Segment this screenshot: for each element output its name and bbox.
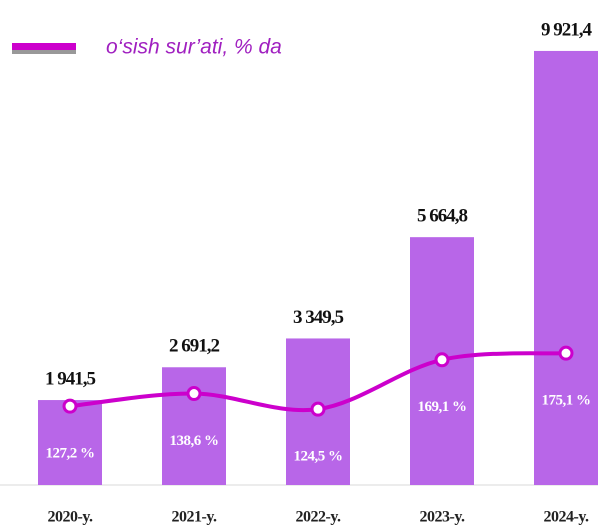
bar (162, 367, 226, 485)
bar-value-label: 3 349,5 (293, 307, 344, 328)
line-value-label: 138,6 % (170, 433, 219, 449)
line-value-label: 169,1 % (418, 399, 467, 415)
x-tick-label: 2024-y. (544, 509, 589, 526)
line-point (434, 352, 450, 368)
x-tick-label: 2023-y. (420, 509, 465, 526)
x-tick-label: 2021-y. (172, 509, 217, 526)
bar-value-label: 2 691,2 (169, 336, 220, 357)
line-point (558, 345, 574, 361)
legend-label: o‘sish sur’ati, % da (106, 36, 282, 59)
line-point (186, 386, 202, 402)
line-value-label: 175,1 % (542, 393, 591, 409)
legend-shadow (12, 49, 76, 54)
bar (534, 50, 598, 485)
line-point (310, 401, 326, 417)
x-tick-label: 2020-y. (48, 509, 93, 526)
line-point (62, 398, 78, 414)
legend-swatch (12, 43, 76, 50)
bar-value-label: 9 921,4 (541, 19, 593, 40)
x-tick-label: 2022-y. (296, 509, 341, 526)
bar-value-label: 1 941,5 (45, 368, 96, 389)
bar-value-label: 5 664,8 (417, 206, 468, 227)
bar (38, 400, 102, 485)
line-value-label: 127,2 % (46, 446, 95, 462)
line-value-label: 124,5 % (294, 449, 343, 465)
